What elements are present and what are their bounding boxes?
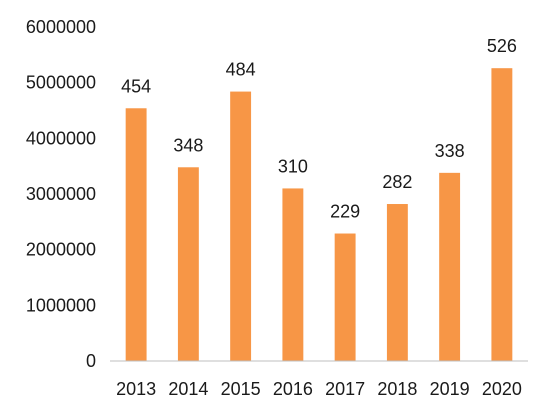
bar-2019 (439, 172, 461, 361)
data-label-2017: 229 (330, 202, 360, 222)
y-tick-label: 0 (86, 351, 96, 371)
y-tick-label: 1000000 (26, 295, 96, 315)
x-axis-labels: 2013 2014 2015 2016 2017 2018 2019 2020 (116, 379, 522, 399)
x-tick-label-2013: 2013 (116, 379, 156, 399)
data-label-2015: 484 (226, 60, 256, 80)
bar-2016 (282, 188, 304, 361)
bar-2017 (334, 233, 356, 361)
bar-2020 (491, 68, 513, 362)
y-tick-label: 2000000 (26, 240, 96, 260)
y-axis-labels: 0 1000000 2000000 3000000 4000000 5000000 6000… (26, 17, 96, 371)
data-labels: 454 348 484 310 229 282 338 526 (121, 36, 517, 221)
bar-2014 (177, 167, 199, 361)
bar-2013 (125, 108, 147, 361)
y-tick-label: 6000000 (26, 17, 96, 37)
y-tick-label: 5000000 (26, 73, 96, 93)
data-label-2016: 310 (278, 156, 308, 176)
bar-2018 (386, 204, 408, 361)
x-tick-label-2018: 2018 (377, 379, 417, 399)
x-tick-label-2019: 2019 (430, 379, 470, 399)
x-tick-label-2020: 2020 (482, 379, 522, 399)
y-tick-label: 4000000 (26, 128, 96, 148)
data-label-2013: 454 (121, 76, 151, 96)
y-tick-label: 3000000 (26, 184, 96, 204)
data-label-2014: 348 (173, 135, 203, 155)
x-tick-label-2015: 2015 (221, 379, 261, 399)
x-tick-label-2016: 2016 (273, 379, 313, 399)
bar-2015 (230, 91, 252, 361)
data-label-2018: 282 (382, 172, 412, 192)
x-tick-label-2017: 2017 (325, 379, 365, 399)
bars (125, 68, 513, 362)
data-label-2020: 526 (487, 36, 517, 56)
data-label-2019: 338 (435, 141, 465, 161)
x-tick-label-2014: 2014 (168, 379, 208, 399)
